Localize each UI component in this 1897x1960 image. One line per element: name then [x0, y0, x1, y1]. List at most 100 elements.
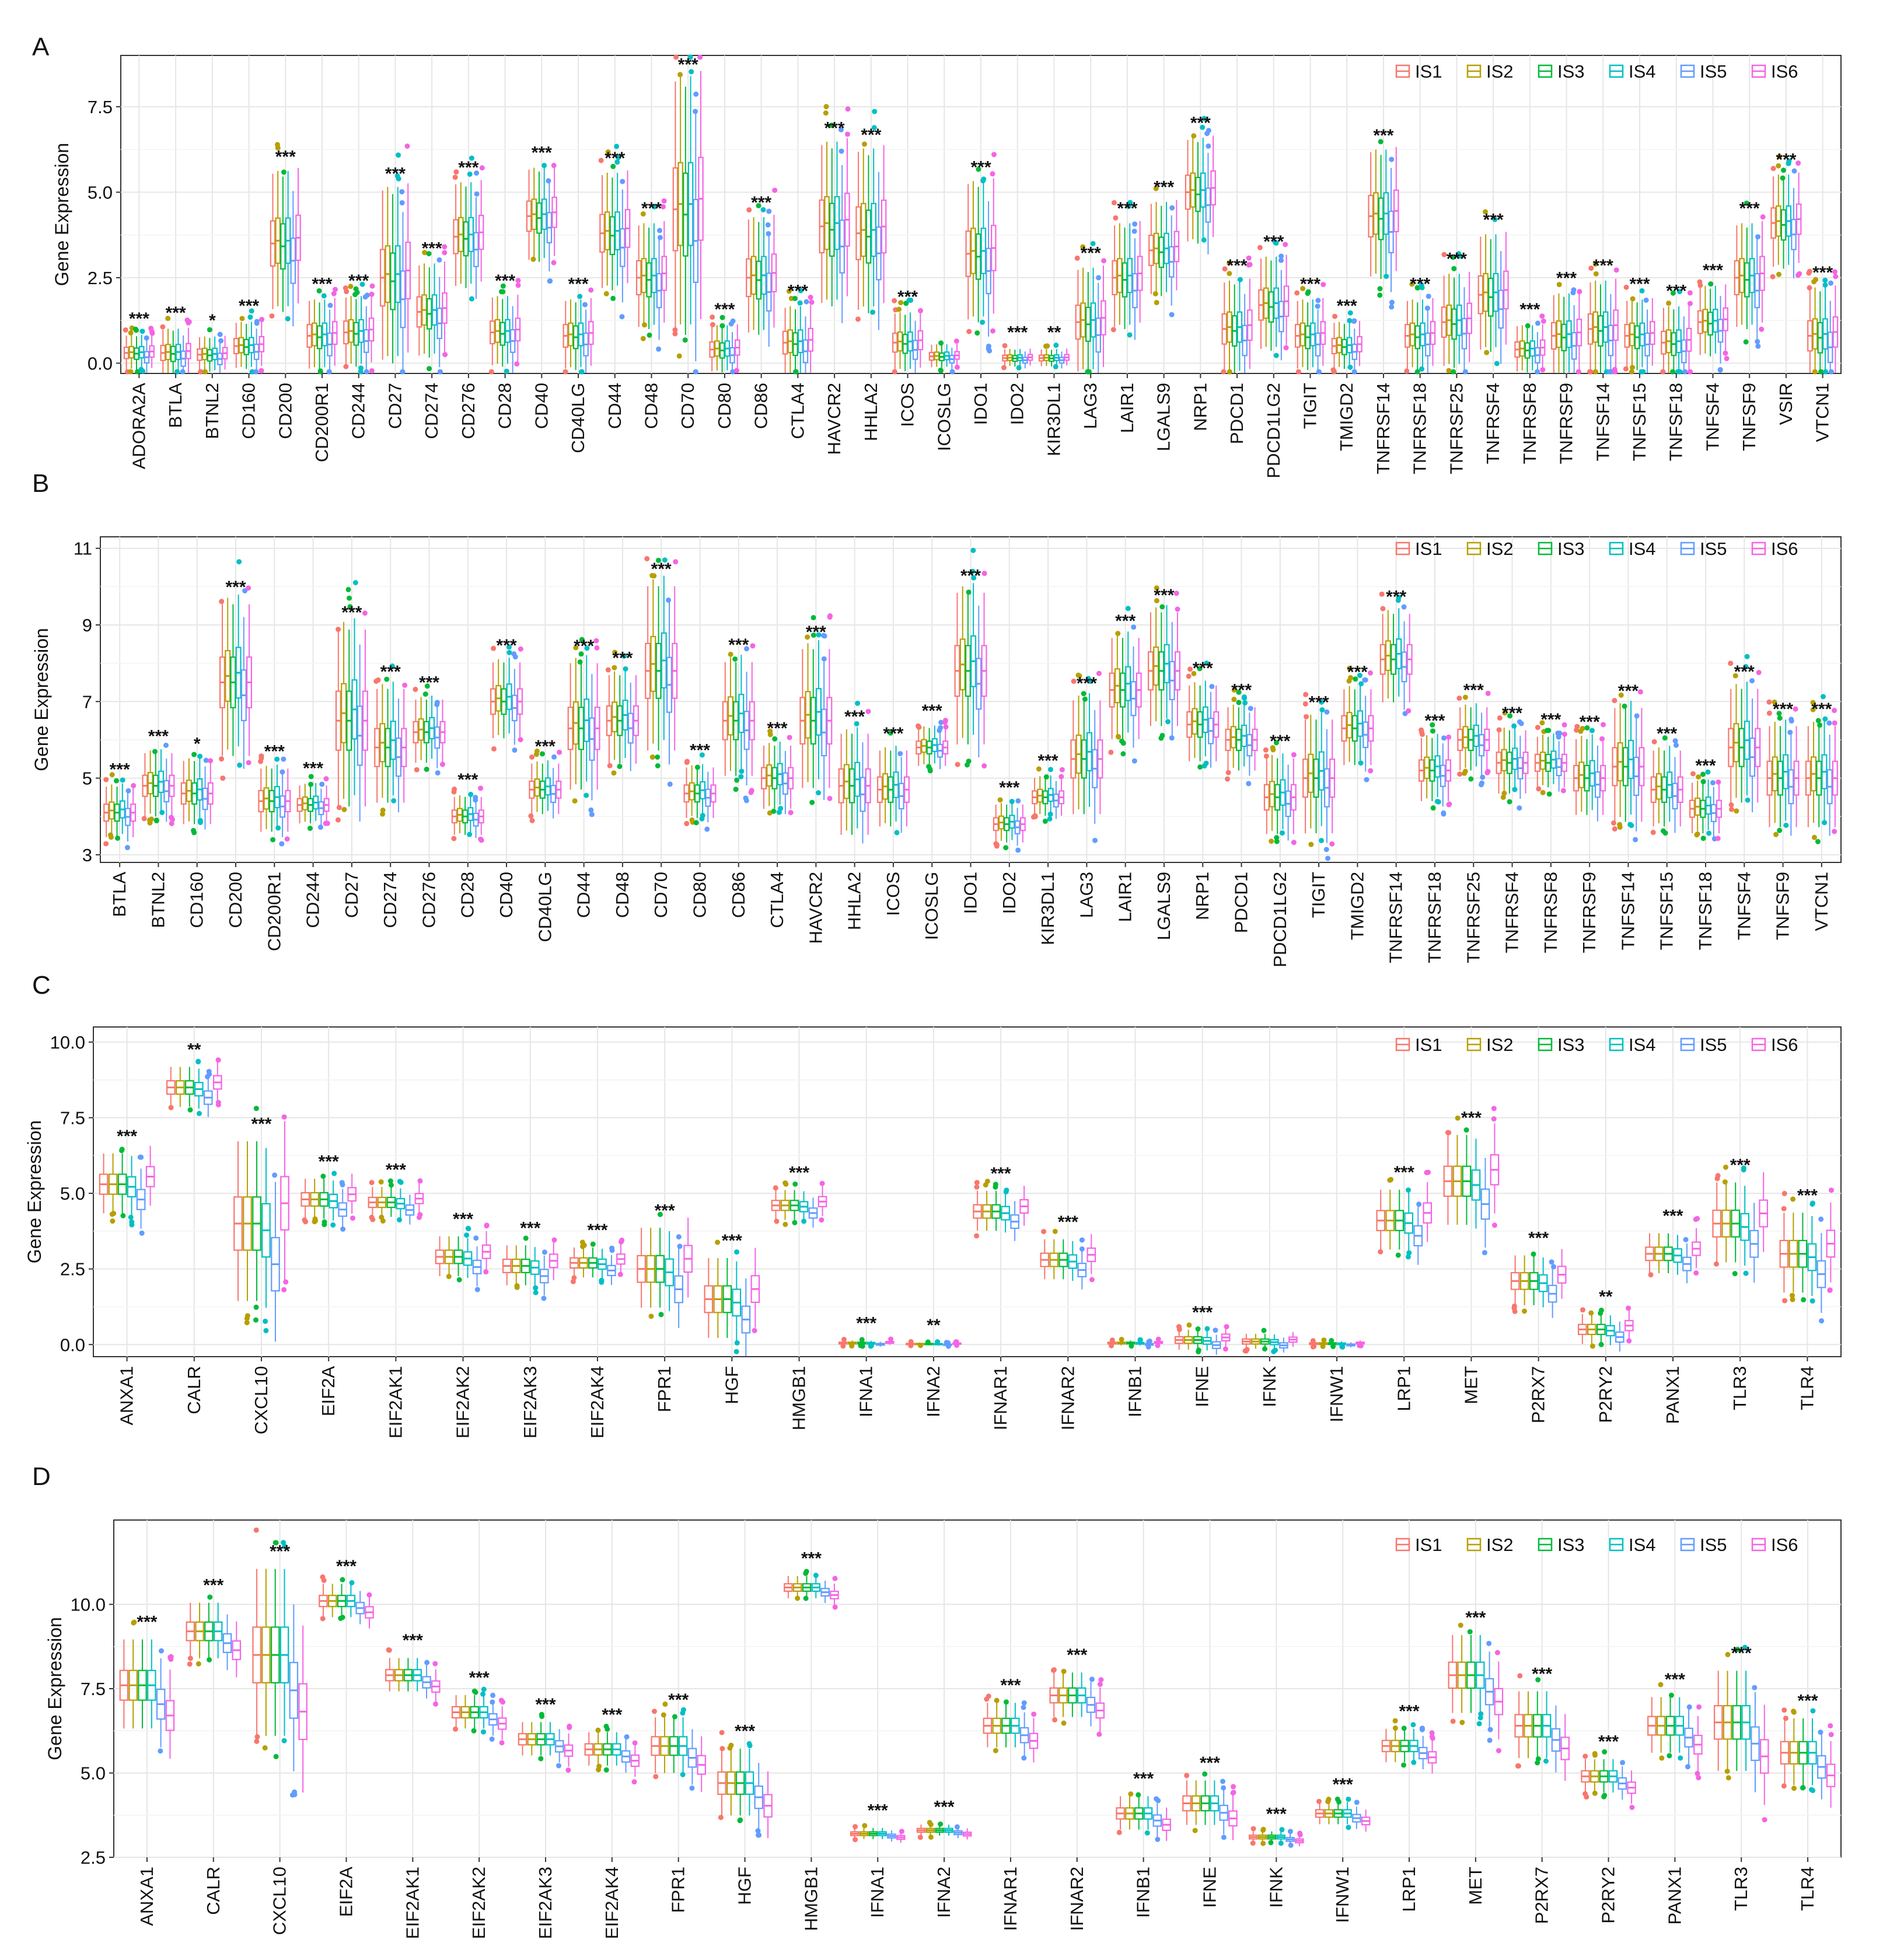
- outlier-point: [489, 1736, 495, 1742]
- outlier-point: [1791, 1709, 1797, 1714]
- category-TNFSF18: ***TNFSF18: [1660, 281, 1693, 461]
- box-IS3: [829, 123, 835, 307]
- x-tick-label: EIF2A: [336, 1867, 356, 1917]
- outlier-point: [483, 1269, 489, 1275]
- outlier-point: [1485, 690, 1491, 696]
- outlier-point: [1592, 261, 1598, 267]
- outlier-point: [918, 308, 924, 313]
- box-IS4: [870, 109, 878, 315]
- outlier-point: [1002, 343, 1008, 348]
- x-tick-label: IFNA2: [923, 1366, 944, 1417]
- outlier-point: [719, 1730, 725, 1735]
- outlier-point: [657, 235, 663, 240]
- outlier-point: [1760, 214, 1766, 220]
- significance-label: ***: [535, 737, 556, 756]
- box-IS6: [990, 152, 997, 334]
- outlier-point: [1061, 1668, 1067, 1674]
- outlier-point: [870, 309, 876, 315]
- outlier-point: [1666, 301, 1672, 306]
- outlier-point: [347, 595, 352, 601]
- legend-item-IS1: IS1: [1395, 61, 1442, 82]
- outlier-point: [1125, 606, 1131, 612]
- outlier-point: [402, 682, 408, 688]
- x-tick-label: HHLA2: [844, 872, 865, 930]
- outlier-point: [730, 369, 736, 375]
- outlier-point: [766, 230, 771, 236]
- outlier-point: [1203, 760, 1209, 766]
- outlier-point: [1755, 338, 1760, 344]
- outlier-point: [1096, 275, 1102, 281]
- box-IS6: [1832, 269, 1839, 373]
- outlier-point: [404, 143, 410, 149]
- outlier-point: [927, 766, 933, 772]
- legend-label: IS2: [1486, 1535, 1514, 1555]
- box-IS6: [130, 782, 137, 837]
- outlier-point: [1521, 1308, 1527, 1314]
- outlier-point: [1090, 240, 1096, 246]
- x-tick-label: HGF: [735, 1867, 755, 1905]
- outlier-point: [1414, 285, 1420, 291]
- outlier-point: [341, 806, 347, 812]
- x-tick-label: EIF2AK3: [535, 1867, 556, 1939]
- outlier-point: [1762, 1817, 1767, 1823]
- outlier-point: [281, 1114, 287, 1120]
- outlier-point: [1120, 751, 1126, 757]
- outlier-point: [841, 1336, 847, 1342]
- outlier-point: [1326, 1797, 1332, 1802]
- outlier-point: [215, 1057, 221, 1063]
- outlier-point: [1598, 1341, 1604, 1347]
- outlier-point: [567, 1725, 572, 1731]
- outlier-point: [619, 314, 625, 320]
- x-tick-label: BTLA: [165, 383, 186, 428]
- x-tick-label: TNFSF18: [1666, 383, 1686, 461]
- outlier-point: [1791, 168, 1797, 174]
- box-IS3: [132, 326, 141, 375]
- x-tick-label: TNFSF14: [1592, 383, 1613, 461]
- outlier-point: [1378, 1249, 1384, 1255]
- outlier-point: [1389, 156, 1395, 162]
- outlier-point: [138, 1154, 144, 1160]
- outlier-point: [1811, 834, 1817, 840]
- outlier-point: [1261, 1327, 1267, 1333]
- y-tick-label: 9: [82, 615, 92, 635]
- outlier-point: [1291, 840, 1297, 846]
- outlier-point: [153, 818, 159, 824]
- outlier-point: [1015, 798, 1021, 804]
- box-IS1: [233, 323, 239, 368]
- outlier-point: [1379, 591, 1385, 597]
- significance-label: ***: [668, 1690, 689, 1710]
- significance-label: ***: [801, 1549, 822, 1568]
- legend-item-IS5: IS5: [1680, 61, 1727, 82]
- significance-label: ***: [883, 724, 903, 743]
- x-tick-label: VTCN1: [1812, 383, 1833, 442]
- outlier-point: [1515, 1763, 1521, 1769]
- outlier-point: [1694, 832, 1700, 838]
- box-IS1: [1623, 284, 1630, 372]
- outlier-point: [414, 767, 420, 773]
- box-IS1: [1038, 349, 1044, 366]
- outlier-point: [1744, 654, 1750, 659]
- box-IS4: [321, 293, 328, 368]
- significance-label: ***: [1519, 300, 1540, 319]
- outlier-point: [1543, 1758, 1549, 1764]
- outlier-point: [1111, 200, 1117, 205]
- outlier-point: [1368, 768, 1374, 774]
- x-tick-label: ICOS: [883, 872, 903, 916]
- outlier-point: [203, 757, 209, 763]
- outlier-point: [1082, 696, 1088, 702]
- outlier-point: [1677, 369, 1683, 375]
- outlier-point: [1406, 1187, 1412, 1193]
- x-tick-label: CD276: [418, 872, 439, 928]
- outlier-point: [689, 69, 694, 75]
- category-HHLA2: ***HHLA2: [855, 109, 887, 441]
- x-tick-label: PDCD1: [1227, 383, 1247, 444]
- outlier-point: [1079, 1246, 1085, 1252]
- outlier-point: [1484, 770, 1490, 775]
- outlier-point: [1722, 1179, 1728, 1185]
- significance-label: ***: [767, 719, 788, 738]
- outlier-point: [115, 835, 121, 841]
- outlier-point: [1776, 271, 1781, 277]
- x-tick-label: EIF2AK2: [469, 1867, 489, 1939]
- x-tick-label: CD200: [275, 383, 295, 439]
- outlier-point: [788, 810, 794, 816]
